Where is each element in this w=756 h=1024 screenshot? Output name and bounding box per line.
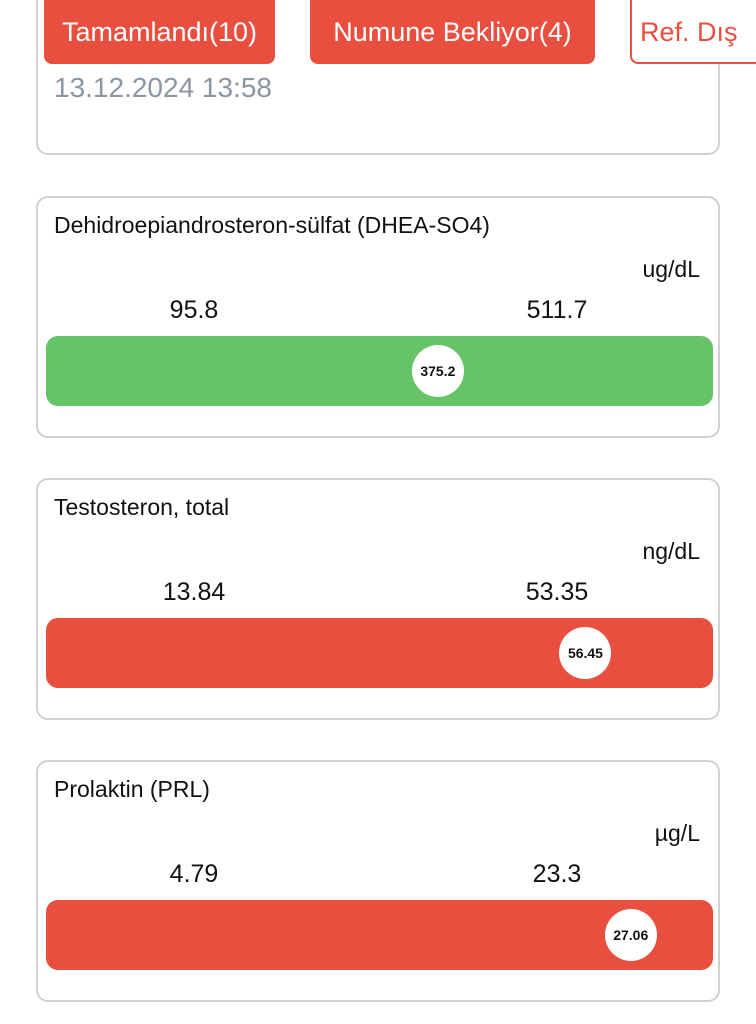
result-card: Dehidroepiandrosteron-sülfat (DHEA-SO4) u… — [36, 196, 720, 438]
unit: ng/dL — [642, 538, 700, 564]
low-limit: 4.79 — [169, 860, 219, 888]
result-marker: 27.06 — [604, 909, 657, 961]
result-marker: 375.2 — [411, 345, 464, 397]
test-name: Testosteron, total — [54, 494, 230, 520]
unit: ug/dL — [642, 256, 700, 282]
high-limit: 53.35 — [525, 578, 589, 606]
result-card: Testosteron, total ng/dL 13.84 53.35 56.45 — [36, 478, 720, 720]
tab[interactable]: Tamamlandı(10) — [44, 0, 275, 64]
high-limit: 511.7 — [526, 296, 588, 324]
range-bar: 27.06 — [46, 900, 713, 970]
range-bar: 375.2 — [46, 336, 713, 406]
tab[interactable]: Numune Bekliyor(4) — [310, 0, 595, 64]
test-name: Prolaktin (PRL) — [54, 776, 210, 802]
result-card: Prolaktin (PRL) µg/L 4.79 23.3 27.06 — [36, 760, 720, 1002]
high-limit: 23.3 — [532, 860, 582, 888]
range-bar: 56.45 — [46, 618, 713, 688]
tab[interactable]: Ref. Dış — [630, 0, 756, 64]
low-limit: 13.84 — [162, 578, 226, 606]
unit: µg/L — [654, 820, 700, 846]
result-marker: 56.45 — [559, 627, 612, 679]
low-limit: 95.8 — [169, 296, 219, 324]
date: 13.12.2024 13:58 — [54, 72, 272, 103]
test-name: Dehidroepiandrosteron-sülfat (DHEA-SO4) — [54, 212, 490, 238]
